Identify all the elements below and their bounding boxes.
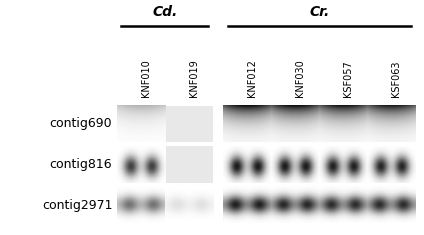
- Bar: [165, 146, 213, 183]
- Bar: [223, 187, 271, 223]
- Bar: [271, 106, 319, 142]
- Bar: [271, 146, 319, 183]
- Bar: [117, 106, 165, 142]
- Bar: [165, 187, 213, 223]
- Text: Cd.: Cd.: [152, 5, 177, 19]
- Bar: [319, 187, 368, 223]
- Text: KNF012: KNF012: [247, 59, 257, 97]
- Bar: [319, 146, 368, 183]
- Bar: [368, 106, 416, 142]
- Text: Cr.: Cr.: [309, 5, 329, 19]
- Bar: [117, 146, 165, 183]
- Text: contig690: contig690: [50, 118, 112, 130]
- Text: KNF030: KNF030: [296, 59, 305, 97]
- Text: contig816: contig816: [50, 158, 112, 171]
- Text: KNF019: KNF019: [189, 59, 199, 97]
- Bar: [223, 146, 271, 183]
- Bar: [368, 146, 416, 183]
- Text: contig2971: contig2971: [42, 199, 112, 212]
- Text: KSF057: KSF057: [343, 60, 354, 97]
- Text: KNF010: KNF010: [141, 59, 151, 97]
- Bar: [117, 187, 165, 223]
- Bar: [319, 106, 368, 142]
- Bar: [368, 187, 416, 223]
- Text: KSF063: KSF063: [391, 60, 402, 97]
- Bar: [271, 187, 319, 223]
- Bar: [223, 106, 271, 142]
- Bar: [165, 106, 213, 142]
